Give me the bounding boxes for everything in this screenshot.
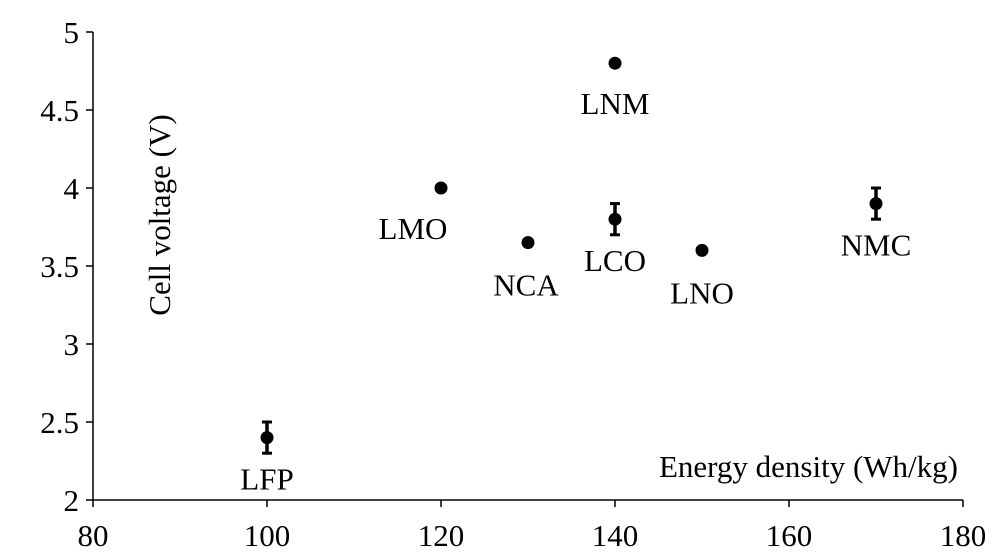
data-marker [434,181,448,195]
point-label: LFP [240,462,293,497]
point-label: LNO [670,275,734,310]
y-tick-label: 2 [64,483,80,518]
point-nca: NCA [493,236,559,303]
x-tick-label: 160 [766,518,813,553]
y-tick-label: 4.5 [40,93,79,128]
point-label: LMO [379,211,448,246]
point-label: NMC [841,228,912,263]
y-tick-label: 3 [64,327,80,362]
y-axis-title: Cell voltage (V) [142,114,177,315]
x-axis-title: Energy density (Wh/kg) [659,449,958,484]
data-marker [608,56,622,70]
y-tick-label: 2.5 [40,405,79,440]
point-lco: LCO [584,202,646,278]
x-axis: 80 100 120 140 160 180 [78,499,987,553]
point-label: LNM [581,86,650,121]
x-tick-label: 120 [418,518,465,553]
x-tick-label: 80 [78,518,109,553]
y-tick-label: 4 [64,171,80,206]
point-nmc: NMC [841,186,912,263]
point-lnm: LNM [581,56,650,121]
point-lmo: LMO [379,181,448,246]
y-axis: 2 2.5 3 3.5 4 4.5 5 [40,15,94,518]
data-marker [608,212,622,226]
data-marker [869,197,883,211]
point-label: NCA [493,268,559,303]
y-tick-label: 3.5 [40,249,79,284]
point-lfp: LFP [240,420,294,497]
point-label: LCO [584,243,646,278]
y-tick-label: 5 [64,15,80,50]
x-axis-ticks: 80 100 120 140 160 180 [78,500,987,553]
data-points: LFP LMO NCA LNM LCO LNO NMC [240,56,912,497]
data-marker [521,236,535,250]
x-tick-label: 100 [244,518,291,553]
x-tick-label: 140 [592,518,639,553]
x-tick-label: 180 [940,518,987,553]
y-axis-ticks: 2 2.5 3 3.5 4 4.5 5 [40,15,93,518]
point-lno: LNO [670,243,734,310]
data-marker [260,431,274,445]
data-marker [695,243,709,257]
